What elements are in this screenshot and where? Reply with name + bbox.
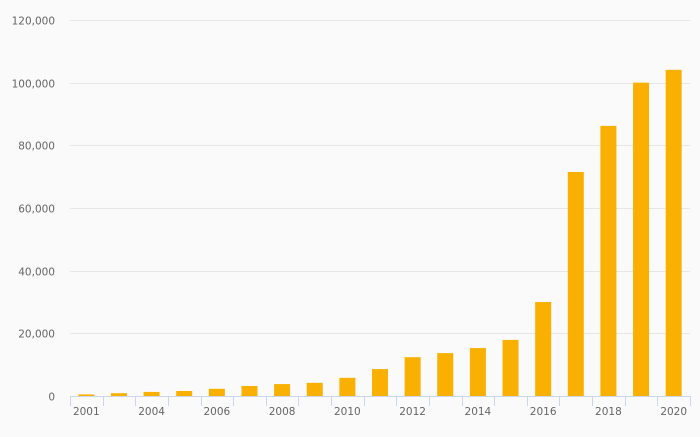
bar-2008[interactable] bbox=[274, 384, 291, 396]
bar-2020[interactable] bbox=[665, 69, 682, 396]
bar-2015[interactable] bbox=[502, 339, 519, 396]
bar-2012[interactable] bbox=[404, 357, 421, 396]
bar-2009[interactable] bbox=[306, 382, 323, 396]
x-tick-label: 2014 bbox=[465, 406, 492, 418]
x-tick-label: 2016 bbox=[530, 406, 557, 418]
x-tick-label: 2004 bbox=[138, 406, 165, 418]
bar-2001[interactable] bbox=[78, 394, 95, 396]
x-tick-label: 2012 bbox=[399, 406, 426, 418]
y-tick-label: 100,000 bbox=[12, 79, 55, 91]
gridlines bbox=[70, 20, 690, 334]
bar-2019[interactable] bbox=[633, 82, 650, 397]
x-tick-label: 2018 bbox=[595, 406, 622, 418]
y-tick-label: 80,000 bbox=[18, 141, 55, 153]
bar-2014[interactable] bbox=[469, 348, 486, 396]
y-axis-labels: 0 20,000 40,000 60,000 80,000 100,000 120,000 bbox=[12, 16, 55, 404]
bar-2010[interactable] bbox=[339, 377, 356, 396]
y-tick-label: 40,000 bbox=[18, 267, 55, 279]
y-tick-label: 60,000 bbox=[18, 204, 55, 216]
bars bbox=[78, 69, 682, 397]
bar-2017[interactable] bbox=[567, 171, 584, 396]
x-tick-label: 2001 bbox=[73, 406, 100, 418]
bar-2007[interactable] bbox=[241, 385, 258, 396]
bar-2005[interactable] bbox=[176, 390, 193, 396]
bar-2006[interactable] bbox=[208, 388, 225, 396]
bar-2003[interactable] bbox=[110, 393, 127, 396]
x-tick-label: 2006 bbox=[203, 406, 230, 418]
x-tick-label: 2020 bbox=[660, 406, 687, 418]
bar-2011[interactable] bbox=[372, 369, 388, 396]
y-tick-label: 20,000 bbox=[18, 329, 55, 341]
x-tick-label: 2008 bbox=[269, 406, 296, 418]
bar-2018[interactable] bbox=[600, 125, 617, 396]
y-tick-label: 0 bbox=[48, 392, 55, 404]
x-axis: 2001 2004 2006 2008 2010 2012 2014 2016 2018 2020 bbox=[70, 396, 691, 418]
bar-2013[interactable] bbox=[437, 353, 454, 396]
x-tick-label: 2010 bbox=[334, 406, 361, 418]
bar-2004[interactable] bbox=[143, 391, 160, 396]
bar-2016[interactable] bbox=[535, 302, 552, 396]
y-tick-label: 120,000 bbox=[12, 16, 55, 28]
